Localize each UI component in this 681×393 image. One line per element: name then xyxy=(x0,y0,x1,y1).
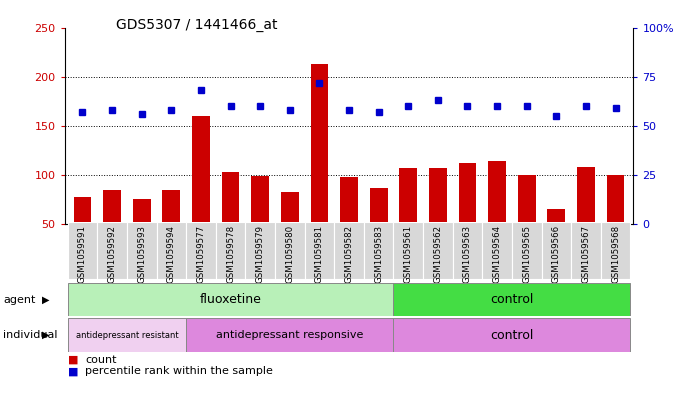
Bar xyxy=(394,318,631,352)
Text: antidepressant responsive: antidepressant responsive xyxy=(216,330,364,340)
Text: GSM1059579: GSM1059579 xyxy=(255,225,265,283)
Bar xyxy=(74,196,91,273)
Bar xyxy=(458,163,477,273)
Bar xyxy=(67,283,394,316)
Bar xyxy=(518,175,535,273)
Text: GSM1059593: GSM1059593 xyxy=(137,225,146,283)
Text: GSM1059582: GSM1059582 xyxy=(345,225,353,283)
Text: GSM1059561: GSM1059561 xyxy=(404,225,413,283)
Bar xyxy=(216,222,245,279)
Bar xyxy=(429,168,447,273)
Text: GSM1059565: GSM1059565 xyxy=(522,225,531,283)
Bar xyxy=(541,222,571,279)
Bar xyxy=(548,209,565,273)
Text: GSM1059583: GSM1059583 xyxy=(374,225,383,283)
Bar xyxy=(275,222,304,279)
Bar xyxy=(394,283,631,316)
Text: antidepressant resistant: antidepressant resistant xyxy=(76,331,178,340)
Text: GSM1059564: GSM1059564 xyxy=(492,225,502,283)
Bar xyxy=(281,191,299,273)
Bar xyxy=(133,199,151,273)
Text: GSM1059581: GSM1059581 xyxy=(315,225,324,283)
Text: individual: individual xyxy=(3,330,58,340)
Text: GSM1059562: GSM1059562 xyxy=(433,225,443,283)
Bar xyxy=(340,177,358,273)
Bar xyxy=(364,222,394,279)
Text: GSM1059577: GSM1059577 xyxy=(196,225,206,283)
Bar xyxy=(67,222,97,279)
Bar xyxy=(311,64,328,273)
Bar xyxy=(488,161,506,273)
Text: control: control xyxy=(490,293,534,306)
Bar xyxy=(304,222,334,279)
Bar xyxy=(97,222,127,279)
Text: GSM1059563: GSM1059563 xyxy=(463,225,472,283)
Bar xyxy=(512,222,541,279)
Bar xyxy=(423,222,453,279)
Text: ■: ■ xyxy=(68,354,78,365)
Bar xyxy=(186,318,394,352)
Bar xyxy=(245,222,275,279)
Text: GSM1059580: GSM1059580 xyxy=(285,225,294,283)
Bar xyxy=(192,116,210,273)
Text: ■: ■ xyxy=(68,366,78,376)
Bar xyxy=(453,222,482,279)
Bar xyxy=(221,172,240,273)
Bar xyxy=(571,222,601,279)
Bar xyxy=(577,167,595,273)
Text: GDS5307 / 1441466_at: GDS5307 / 1441466_at xyxy=(116,18,277,32)
Text: control: control xyxy=(490,329,534,342)
Bar xyxy=(607,175,624,273)
Bar xyxy=(104,189,121,273)
Text: fluoxetine: fluoxetine xyxy=(200,293,262,306)
Bar xyxy=(157,222,186,279)
Bar xyxy=(601,222,631,279)
Bar xyxy=(482,222,512,279)
Text: GSM1059594: GSM1059594 xyxy=(167,225,176,283)
Text: GSM1059591: GSM1059591 xyxy=(78,225,87,283)
Text: GSM1059568: GSM1059568 xyxy=(611,225,620,283)
Text: GSM1059578: GSM1059578 xyxy=(226,225,235,283)
Bar xyxy=(127,222,157,279)
Text: GSM1059567: GSM1059567 xyxy=(582,225,590,283)
Text: GSM1059566: GSM1059566 xyxy=(552,225,561,283)
Text: percentile rank within the sample: percentile rank within the sample xyxy=(85,366,273,376)
Bar xyxy=(67,318,186,352)
Bar xyxy=(334,222,364,279)
Bar xyxy=(370,187,387,273)
Bar xyxy=(251,176,269,273)
Text: agent: agent xyxy=(3,295,36,305)
Bar xyxy=(163,189,180,273)
Bar xyxy=(186,222,216,279)
Bar xyxy=(394,222,423,279)
Text: ▶: ▶ xyxy=(42,330,50,340)
Bar xyxy=(399,168,417,273)
Text: count: count xyxy=(85,354,116,365)
Text: ▶: ▶ xyxy=(42,295,50,305)
Text: GSM1059592: GSM1059592 xyxy=(108,225,116,283)
